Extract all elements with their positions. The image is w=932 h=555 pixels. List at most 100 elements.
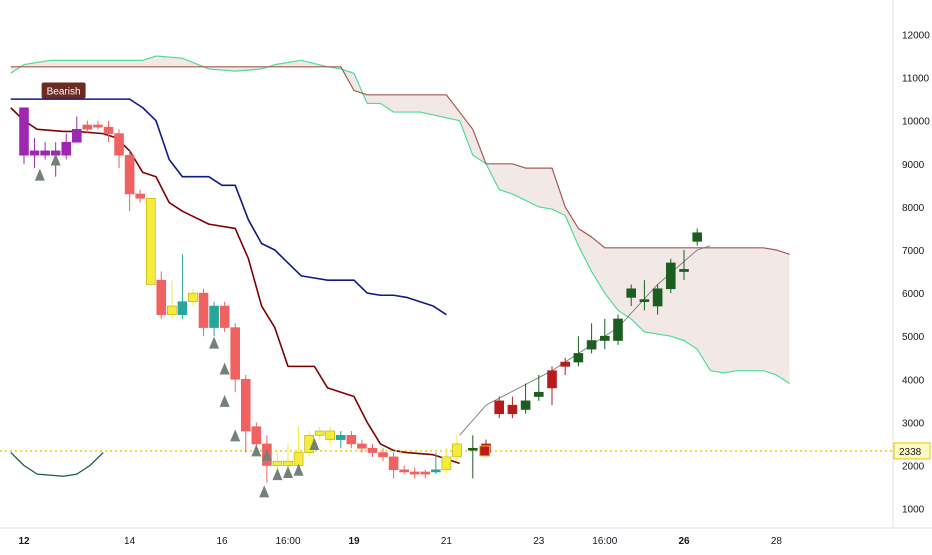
candle-body [599, 335, 610, 341]
y-tick-label: 9000 [902, 160, 925, 171]
y-tick-label: 5000 [902, 332, 925, 343]
senkou-span-b-line [10, 66, 790, 255]
candle-body [420, 471, 431, 475]
candle-body [40, 150, 50, 156]
candle-body [692, 232, 703, 242]
candle-body [114, 133, 124, 156]
candle-body [639, 299, 650, 303]
candle-body [325, 430, 336, 440]
candle-body [82, 124, 93, 130]
signal-triangle [293, 463, 304, 476]
candle-body [520, 400, 531, 410]
candle-body [335, 435, 346, 440]
last-bar-marker [479, 445, 491, 457]
chikou-span-line [10, 452, 104, 477]
signal-triangle [219, 362, 230, 375]
candle-body [367, 447, 378, 453]
candle-body [586, 340, 597, 350]
y-tick-label: 6000 [902, 289, 925, 300]
candle-body [167, 305, 177, 315]
y-tick-label: 12000 [902, 30, 930, 41]
candle-body [188, 292, 198, 303]
candle-body [441, 456, 452, 471]
candle-body [652, 288, 663, 307]
candle-body [251, 426, 262, 445]
y-tick-label: 8000 [902, 203, 925, 214]
x-tick-label: 26 [678, 536, 690, 547]
y-tick-label: 2000 [902, 462, 925, 473]
signal-triangle [251, 444, 262, 457]
y-tick-label: 4000 [902, 375, 925, 386]
x-tick-label: 16:00 [275, 536, 300, 547]
signal-triangle [230, 429, 241, 442]
last-price-tag [893, 442, 931, 460]
x-tick-label: 19 [348, 536, 360, 547]
candle-body [399, 469, 409, 473]
signal-triangle [283, 465, 293, 478]
candle-body [467, 447, 478, 451]
candle-body [283, 460, 293, 466]
candle-body [507, 404, 518, 415]
ichimoku-cloud [10, 56, 790, 384]
candle-body [145, 197, 156, 285]
signal-triangle [219, 394, 230, 407]
y-tick-label: 3000 [902, 418, 925, 429]
kijun-sen-line [10, 98, 447, 316]
signal-triangle [34, 168, 45, 181]
candle-body [156, 279, 167, 315]
candle-body [293, 452, 304, 466]
candle-body [230, 327, 240, 380]
y-tick-label: 10000 [902, 117, 930, 128]
candle-body [431, 469, 441, 473]
signal-triangle [272, 468, 283, 481]
signal-triangle [50, 153, 61, 166]
x-tick-label: 21 [441, 536, 453, 547]
candle-body [240, 378, 251, 432]
candle-body [679, 269, 689, 272]
candle-body [573, 353, 584, 363]
candle-body [272, 460, 283, 466]
candle-body [177, 301, 188, 315]
y-tick-label: 11000 [902, 74, 930, 85]
candle-body [560, 361, 571, 367]
tenkan-sen-line [10, 107, 460, 465]
cloud-fill [10, 56, 790, 384]
candle-body [314, 430, 325, 436]
x-tick-label: 16:00 [592, 536, 617, 547]
candle-body [103, 126, 114, 134]
bearish-label-bg [41, 82, 86, 99]
signal-triangle [261, 448, 272, 461]
overlay-labels: Bearish [41, 82, 491, 457]
candle-body [388, 456, 399, 471]
signal-triangle [309, 437, 320, 450]
x-tick-label: 28 [771, 536, 783, 547]
candle-body [209, 305, 219, 328]
price-axis[interactable]: 1000 2000 3000 4000 5000 6000 7000 8000 9000 1000… [892, 0, 931, 528]
candle-body [19, 107, 29, 156]
signal-markers [34, 153, 320, 498]
time-axis[interactable]: 12 14 16 16:00 19 21 23 16:00 26 28 [0, 527, 932, 547]
candle-body [357, 443, 367, 449]
y-tick-label: 1000 [902, 505, 925, 516]
candle-body [346, 435, 357, 445]
candle-body [533, 391, 544, 397]
candle-body [219, 305, 230, 328]
x-tick-label: 12 [18, 536, 30, 547]
candle-body [613, 318, 623, 341]
candle-body [378, 452, 388, 458]
candles [19, 107, 703, 483]
x-tick-label: 16 [216, 536, 228, 547]
candle-body [61, 141, 72, 156]
candle-body [409, 471, 420, 475]
candle-body [665, 262, 676, 290]
candle-body [29, 150, 40, 156]
candle-body [93, 124, 103, 128]
candle-body [626, 288, 637, 298]
candle-body [72, 129, 82, 143]
candle-body [135, 193, 145, 199]
candle-body [124, 154, 135, 195]
candle-body [547, 370, 557, 389]
last-price-label: 2338 [899, 447, 922, 458]
